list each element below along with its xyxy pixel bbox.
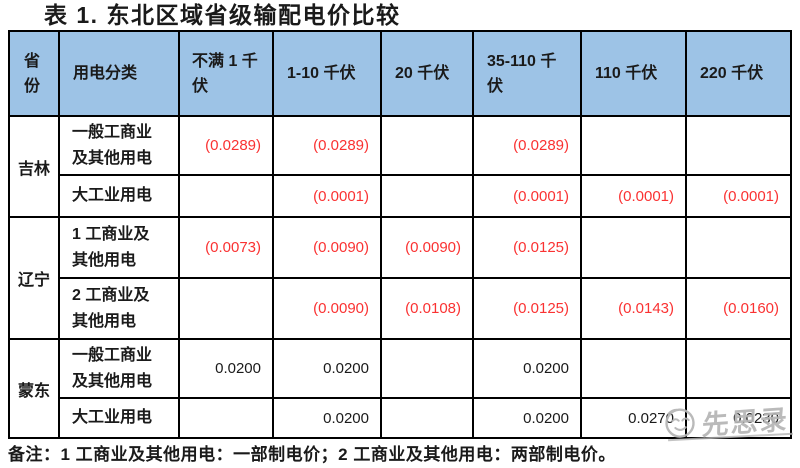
column-header-20kv: 20 千伏 [380, 30, 474, 117]
price-cell: 0.0200 [178, 338, 274, 399]
category-cell: 大工业用电 [58, 174, 180, 218]
province-cell: 辽宁 [8, 216, 60, 340]
table-row: 大工业用电 0.0200 0.0200 0.0270 0.0230 [9, 397, 792, 439]
column-header-1-10kv: 1-10 千伏 [272, 30, 382, 117]
price-cell [685, 338, 792, 399]
price-cell [380, 174, 474, 218]
column-header-110kv: 110 千伏 [580, 30, 687, 117]
column-header-province: 省份 [8, 30, 60, 117]
table-row: 大工业用电 (0.0001) (0.0001) (0.0001) (0.0001… [9, 174, 792, 218]
category-cell: 一般工商业及其他用电 [58, 115, 180, 176]
category-cell: 一般工商业及其他用电 [58, 338, 180, 399]
table-title: 表 1. 东北区域省级输配电价比较 [44, 2, 401, 28]
price-cell: (0.0289) [472, 115, 582, 176]
price-cell: (0.0108) [380, 277, 474, 340]
watermark-logo: 先思录 [660, 395, 791, 449]
column-header-under-1kv: 不满 1 千伏 [178, 30, 274, 117]
footnote: 备注：1 工商业及其他用电：一部制电价；2 工商业及其他用电：两部制电价。 [8, 445, 616, 464]
category-cell: 1 工商业及其他用电 [58, 216, 180, 279]
province-cell: 蒙东 [8, 338, 60, 439]
price-cell: (0.0289) [272, 115, 382, 176]
category-cell: 2 工商业及其他用电 [58, 277, 180, 340]
smiley-face-icon [660, 401, 701, 449]
price-cell [580, 216, 687, 279]
price-cell: (0.0160) [685, 277, 792, 340]
price-cell: 0.0200 [272, 338, 382, 399]
price-cell: (0.0073) [178, 216, 274, 279]
column-header-220kv: 220 千伏 [685, 30, 792, 117]
price-cell [380, 115, 474, 176]
price-cell: 0.0200 [472, 338, 582, 399]
price-cell [580, 115, 687, 176]
price-table: 省份 用电分类 不满 1 千伏 1-10 千伏 20 千伏 35-110 千伏 … [8, 30, 792, 439]
price-cell [178, 277, 274, 340]
price-cell [380, 397, 474, 439]
price-cell [380, 338, 474, 399]
price-cell [685, 115, 792, 176]
price-cell [580, 338, 687, 399]
price-cell: (0.0001) [272, 174, 382, 218]
price-cell: (0.0001) [472, 174, 582, 218]
province-cell: 吉林 [8, 115, 60, 218]
column-header-35-110kv: 35-110 千伏 [472, 30, 582, 117]
watermark-text: 先思录 [701, 404, 790, 441]
price-cell: (0.0125) [472, 216, 582, 279]
price-cell: (0.0090) [380, 216, 474, 279]
category-cell: 大工业用电 [58, 397, 180, 439]
column-header-category: 用电分类 [58, 30, 180, 117]
price-cell: (0.0001) [580, 174, 687, 218]
price-cell: (0.0090) [272, 277, 382, 340]
price-cell [685, 216, 792, 279]
table-row: 辽宁 1 工商业及其他用电 (0.0073) (0.0090) (0.0090)… [8, 216, 792, 340]
header-row: 省份 用电分类 不满 1 千伏 1-10 千伏 20 千伏 35-110 千伏 … [8, 30, 792, 117]
price-cell: 0.0200 [272, 397, 382, 439]
price-cell: (0.0143) [580, 277, 687, 340]
price-cell: (0.0289) [178, 115, 274, 176]
price-cell: 0.0200 [472, 397, 582, 439]
table-row: 蒙东 一般工商业及其他用电 0.0200 0.0200 0.0200 [8, 338, 792, 439]
table-row: 2 工商业及其他用电 (0.0090) (0.0108) (0.0125) (0… [9, 277, 792, 340]
price-cell: (0.0090) [272, 216, 382, 279]
price-cell [178, 174, 274, 218]
price-cell [178, 397, 274, 439]
price-cell: (0.0125) [472, 277, 582, 340]
price-cell: (0.0001) [685, 174, 792, 218]
table-row: 吉林 一般工商业及其他用电 (0.0289) (0.0289) (0.0289) [8, 115, 792, 218]
